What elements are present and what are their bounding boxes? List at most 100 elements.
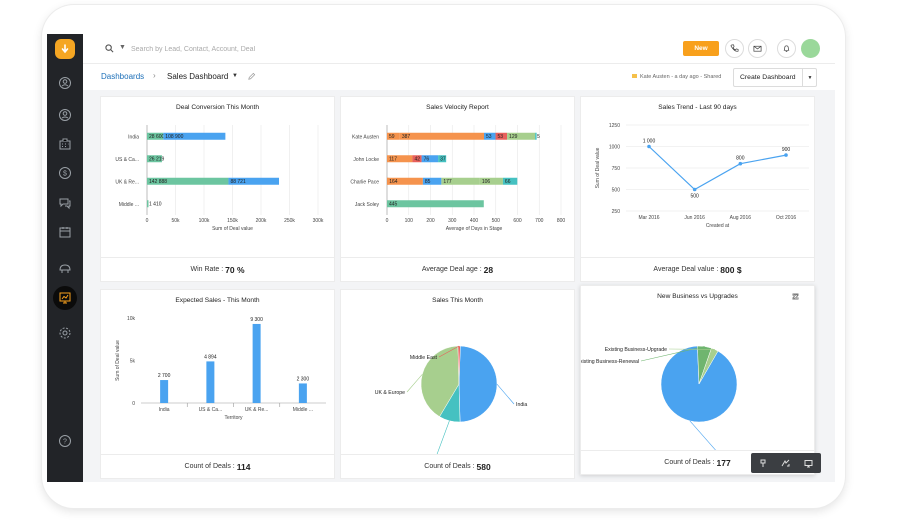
bar (298, 383, 307, 403)
x-tick-label: India (159, 407, 170, 413)
x-tick-label: 200 (426, 218, 435, 224)
search-icon[interactable] (105, 44, 114, 53)
new-button[interactable]: New (683, 41, 719, 56)
y-axis-title: Sum of Deal value (595, 147, 601, 188)
card-title: Expected Sales - This Month (175, 297, 260, 304)
y-tick-label: 500 (612, 188, 621, 194)
sidebar-deals-icon[interactable]: $ (53, 161, 77, 185)
sidebar-settings-icon[interactable] (53, 321, 77, 345)
sidebar-activities-icon[interactable] (53, 191, 77, 215)
create-dashboard-button[interactable]: Create Dashboard ▼ (733, 68, 817, 87)
x-tick-label: 800 (557, 218, 566, 224)
bar-data-label: 2 700 (158, 373, 171, 379)
dashboard-header: Dashboards › Sales Dashboard ▼ Kate Aust… (83, 64, 835, 90)
expected-sales-chart: 0 5k 10k 2 700 India 4 894 US & Ca... 9 300 UK &… (115, 316, 326, 421)
floating-action-bar (751, 453, 821, 473)
point-data-label: 900 (782, 147, 791, 153)
card-footer: Count of Deals : 114 (101, 454, 334, 478)
search-scope-caret-icon[interactable]: ▼ (119, 44, 126, 51)
footer-label: Count of Deals : (424, 463, 475, 470)
y-tick-label: 250 (612, 209, 621, 215)
user-avatar[interactable] (801, 39, 820, 58)
sidebar-calendar-icon[interactable] (53, 220, 77, 244)
x-tick-label: 700 (535, 218, 544, 224)
x-tick-label: 100k (199, 218, 210, 224)
x-tick-label: 150k (227, 218, 238, 224)
bar-segment (507, 132, 536, 140)
x-axis-title: Sum of Deal value (212, 226, 253, 232)
bar (160, 380, 169, 403)
slice-label: UK & Europe (375, 390, 405, 396)
chevron-down-icon[interactable]: ▼ (232, 73, 238, 79)
x-axis-title: Created at (706, 223, 730, 229)
expected-sales-card: Expected Sales - This Month 0 5k 10k 2 700 I… (100, 289, 335, 479)
bar-data-label: 387 (402, 134, 411, 140)
sales-trend-chart: 250 500 750 1000 1250 1 000 Mar 2016 500 Jun 201… (595, 123, 809, 229)
shuffle-icon[interactable] (779, 457, 791, 469)
dashboard-title[interactable]: Sales Dashboard (167, 72, 229, 81)
search-input[interactable] (131, 42, 331, 56)
sidebar-accounts-icon[interactable] (53, 132, 77, 156)
mail-button[interactable] (748, 39, 767, 58)
point-data-label: 500 (690, 194, 699, 200)
pin-icon[interactable] (757, 457, 769, 469)
bar-segment (399, 132, 485, 140)
svg-text:?: ? (63, 439, 67, 446)
data-point (784, 153, 788, 157)
point-data-label: 1 000 (643, 139, 656, 145)
x-tick-label: UK & Re... (245, 407, 269, 413)
y-tick-label: Kate Austen (352, 134, 379, 140)
bell-icon (783, 45, 790, 53)
x-tick-label: 200k (256, 218, 267, 224)
bar-data-label: 59 (389, 134, 395, 140)
y-tick-label: 5k (130, 359, 136, 365)
bar-data-label: 108 900 (165, 134, 183, 140)
data-point (738, 161, 743, 166)
new-vs-upgrades-chart: New BusinessExisting Business-RenewalExi… (581, 345, 738, 450)
x-tick-label: 100 (405, 218, 414, 224)
slice-label: Existing Business-Upgrade (605, 347, 667, 353)
bar-segment (495, 132, 508, 140)
card-title: Sales This Month (432, 297, 483, 304)
y-tick-label: 1000 (609, 145, 620, 151)
bar-data-label: 42 (414, 157, 420, 163)
slice-label: Middle East (410, 355, 438, 361)
leader-line (406, 374, 423, 393)
app-logo-icon[interactable] (55, 39, 75, 59)
pie-slice (698, 347, 719, 385)
card-footer: Average Deal age : 28 (341, 257, 574, 281)
leader-line (438, 345, 460, 358)
pie-slice (458, 345, 498, 423)
sidebar-help-icon[interactable]: ? (53, 429, 77, 453)
notifications-button[interactable] (777, 39, 796, 58)
phone-button[interactable] (725, 39, 744, 58)
bar-segment (484, 132, 496, 140)
sidebar-contacts-icon[interactable] (53, 103, 77, 127)
bar-segment (147, 132, 164, 140)
bar-data-label: 5 (537, 134, 540, 140)
sidebar-campaigns-icon[interactable] (53, 257, 77, 281)
footer-value: 177 (716, 457, 731, 468)
bar-segment (387, 200, 484, 208)
monitor-icon[interactable] (802, 457, 814, 469)
sidebar-leads-icon[interactable] (53, 71, 77, 95)
bar-segment (228, 177, 280, 185)
breadcrumb-dashboards[interactable]: Dashboards (101, 72, 145, 81)
card-title: Deal Conversion This Month (175, 104, 260, 111)
x-tick-label: Oct 2016 (776, 215, 797, 221)
x-tick-label: 50k (171, 218, 180, 224)
bar-segment (502, 177, 518, 185)
new-vs-upgrades-card: New Business vs Upgrades New BusinessExi… (580, 285, 815, 475)
edit-pencil-icon[interactable] (247, 72, 256, 81)
create-dashboard-dropdown-icon[interactable]: ▼ (802, 69, 817, 86)
deal-conversion-chart: 0 50k 100k 150k 200k 250k 300k India 28 600 108 9… (115, 125, 324, 232)
x-tick-label: 300 (448, 218, 457, 224)
bar-segment (147, 177, 229, 185)
bar-data-label: 37 (440, 157, 446, 163)
sidebar-reports-icon[interactable] (53, 286, 77, 310)
device-frame: $ ? ▼ New (42, 5, 845, 508)
footer-value: 70 % (225, 264, 245, 275)
x-tick-label: Aug 2016 (730, 215, 752, 221)
mail-icon (753, 45, 762, 52)
y-tick-label: 750 (612, 166, 621, 172)
